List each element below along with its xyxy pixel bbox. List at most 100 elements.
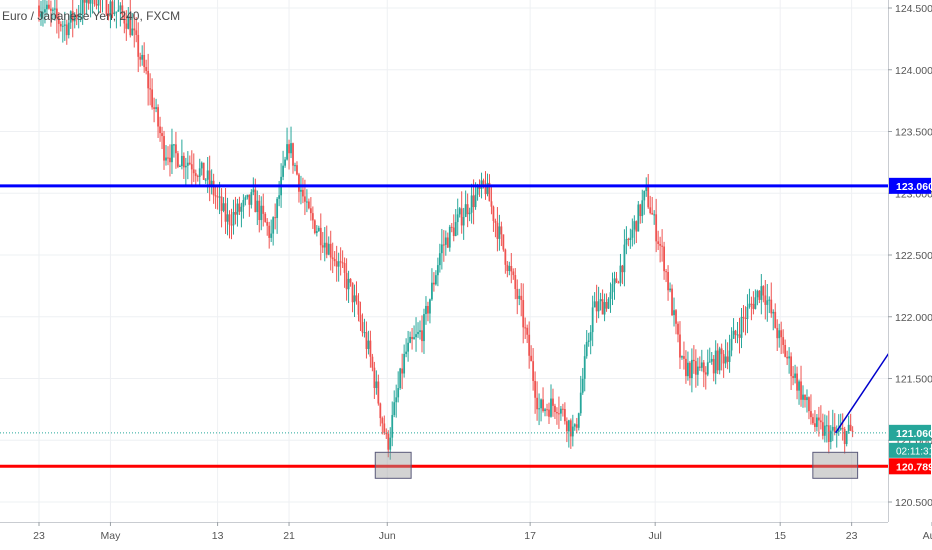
candle-body [492, 206, 495, 221]
candle-body [518, 295, 521, 299]
candle-body [95, 4, 98, 6]
candle-body [387, 433, 390, 450]
candle-body [673, 310, 675, 316]
candle-body [246, 194, 249, 198]
candle-body [663, 246, 665, 272]
candle-body [411, 336, 413, 339]
candle-body [740, 316, 743, 338]
candle-body [563, 409, 566, 422]
x-tick-label: Aug [923, 530, 932, 542]
candle-body [415, 334, 417, 338]
candle-body [290, 143, 292, 154]
candle-body [804, 394, 806, 401]
candle-body [516, 288, 519, 299]
candle-body [526, 327, 529, 335]
candle-body [641, 200, 644, 217]
candle-body [218, 196, 221, 198]
candle-body [427, 305, 429, 314]
candle-body [59, 23, 62, 27]
time-scale[interactable] [0, 522, 888, 550]
candle-body [823, 425, 826, 436]
candle-body [569, 420, 572, 437]
candle-body [546, 409, 548, 411]
candle-body [155, 107, 157, 109]
candle-body [446, 237, 449, 248]
candle-body [44, 9, 46, 13]
candle-body [633, 221, 636, 230]
candle-body [341, 262, 344, 264]
candle-body [93, 0, 96, 5]
candle-body [615, 278, 618, 283]
candle-body [125, 23, 128, 29]
candle-body [139, 56, 142, 60]
candle-body [77, 14, 80, 18]
candle-body [361, 322, 364, 333]
candle-body [163, 136, 165, 161]
chart-title: Euro / Japanese Yen, 240, FXCM [2, 9, 180, 23]
candle-body [153, 107, 155, 109]
candle-body [436, 265, 439, 276]
candle-body [147, 70, 150, 89]
candle-body [331, 257, 334, 259]
candle-body [421, 330, 423, 342]
candle-body [504, 249, 507, 265]
candle-body [63, 24, 66, 26]
candle-body [327, 243, 330, 255]
grid [0, 0, 932, 522]
candle-body [639, 204, 642, 217]
candle-body [560, 408, 562, 414]
candle-body [716, 350, 719, 371]
candle-body [151, 89, 154, 108]
candle-body [661, 245, 664, 247]
y-tick-label: 122.500 [895, 250, 932, 262]
candle-body [381, 418, 384, 424]
candle-body [802, 394, 804, 400]
candle-body [760, 286, 763, 300]
candle-body [395, 397, 398, 403]
candle-body [405, 351, 408, 354]
candle-body [798, 381, 800, 391]
candle-body [554, 405, 556, 412]
candle-body [730, 338, 733, 351]
candle-body [375, 381, 378, 389]
candle-body [474, 194, 477, 208]
candle-body [774, 311, 777, 328]
candle-body [240, 206, 243, 212]
candle-body [581, 378, 584, 393]
candle-body [369, 340, 372, 357]
candle-body [238, 203, 241, 212]
support-label: 120.789 [896, 461, 932, 473]
candle-body [643, 190, 646, 201]
candle-body [694, 361, 697, 375]
y-tick-label: 124.000 [895, 65, 932, 77]
candle-body [347, 278, 350, 290]
candle-body [127, 15, 130, 29]
candle-body [379, 403, 382, 419]
candle-body [575, 424, 578, 428]
candle-body [772, 311, 775, 314]
x-tick-label: 13 [212, 530, 224, 542]
candle-body [567, 420, 570, 432]
candle-body [117, 9, 120, 12]
candle-body [752, 303, 755, 309]
candle-body [107, 14, 110, 17]
candle-body [685, 358, 687, 377]
candle-body [536, 397, 538, 410]
candle-body [558, 413, 560, 415]
candle-body [718, 348, 721, 371]
candle-body [762, 286, 765, 296]
resistance-label: 123.060 [896, 181, 932, 193]
candle-body [847, 424, 850, 432]
candle-body [65, 24, 68, 36]
candle-body [623, 244, 626, 273]
candle-body [429, 299, 431, 314]
candle-body [556, 411, 558, 414]
candle-body [619, 265, 622, 283]
candle-body [645, 185, 648, 191]
candle-body [345, 272, 348, 290]
candle-body [651, 212, 654, 215]
low-highlight-box[interactable] [374, 451, 412, 479]
candle-body [524, 327, 527, 329]
low-highlight-box[interactable] [812, 451, 859, 479]
